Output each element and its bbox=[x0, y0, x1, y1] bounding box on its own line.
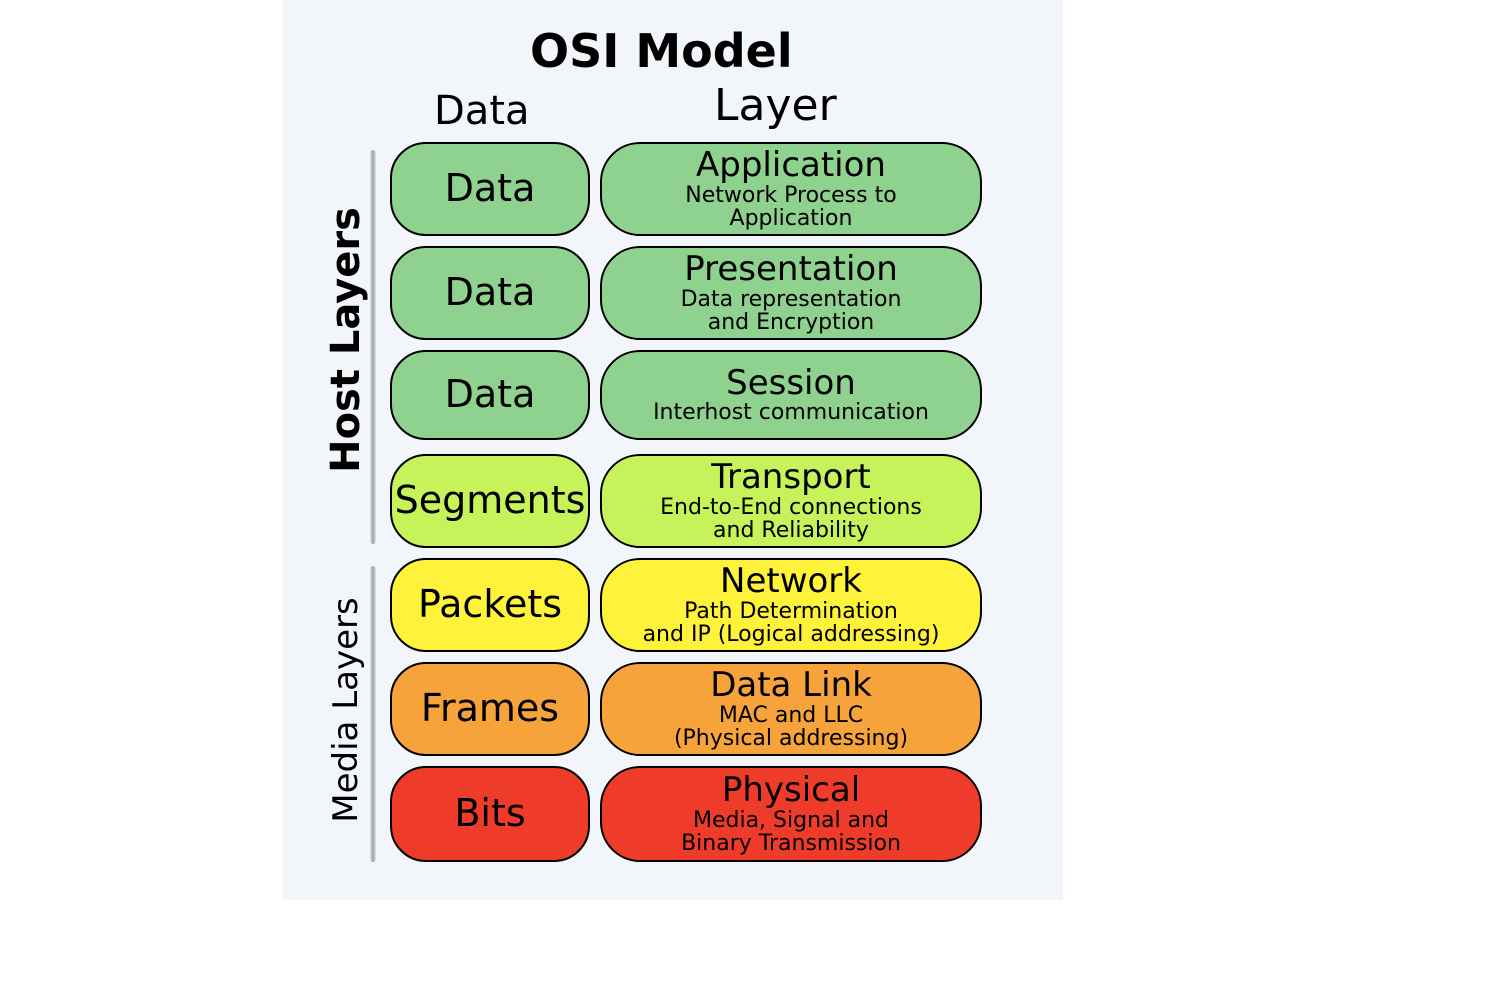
data-pill-data-link: Frames bbox=[390, 662, 590, 756]
layer-pill-transport: TransportEnd-to-End connections and Reli… bbox=[600, 454, 982, 548]
data-pill-application: Data bbox=[390, 142, 590, 236]
data-pill-label: Frames bbox=[421, 689, 559, 729]
background-panel bbox=[283, 0, 1063, 900]
data-pill-label: Packets bbox=[418, 585, 562, 625]
data-pill-label: Segments bbox=[395, 481, 586, 521]
layer-desc: Media, Signal and Binary Transmission bbox=[681, 809, 901, 855]
layer-pill-application: ApplicationNetwork Process to Applicatio… bbox=[600, 142, 982, 236]
data-pill-physical: Bits bbox=[390, 766, 590, 862]
layer-pill-session: SessionInterhost communication bbox=[600, 350, 982, 440]
layer-desc: Network Process to Application bbox=[685, 184, 896, 230]
data-pill-transport: Segments bbox=[390, 454, 590, 548]
data-pill-label: Data bbox=[445, 375, 536, 415]
data-pill-network: Packets bbox=[390, 558, 590, 652]
layer-desc: MAC and LLC (Physical addressing) bbox=[674, 704, 908, 750]
layer-desc: Path Determination and IP (Logical addre… bbox=[643, 600, 940, 646]
data-pill-label: Bits bbox=[454, 794, 525, 834]
layer-desc: End-to-End connections and Reliability bbox=[660, 496, 922, 542]
layer-name: Presentation bbox=[684, 252, 898, 288]
layer-name: Network bbox=[720, 564, 862, 600]
layer-pill-presentation: PresentationData representation and Encr… bbox=[600, 246, 982, 340]
media-layers-label: Media Layers bbox=[326, 597, 366, 822]
layer-name: Transport bbox=[711, 460, 871, 496]
layer-pill-data-link: Data LinkMAC and LLC (Physical addressin… bbox=[600, 662, 982, 756]
layer-pill-network: NetworkPath Determination and IP (Logica… bbox=[600, 558, 982, 652]
data-pill-session: Data bbox=[390, 350, 590, 440]
layer-name: Data Link bbox=[710, 668, 872, 704]
column-header-layer: Layer bbox=[714, 80, 837, 131]
layer-pill-physical: PhysicalMedia, Signal and Binary Transmi… bbox=[600, 766, 982, 862]
osi-diagram: OSI Model Data Layer Host Layers Media L… bbox=[0, 0, 1500, 1000]
host-layers-bar bbox=[370, 150, 376, 544]
layer-desc: Interhost communication bbox=[653, 401, 929, 424]
diagram-title: OSI Model bbox=[530, 24, 793, 78]
layer-desc: Data representation and Encryption bbox=[681, 288, 902, 334]
layer-name: Physical bbox=[722, 773, 860, 809]
media-layers-bar bbox=[370, 566, 376, 862]
column-header-data: Data bbox=[434, 88, 530, 134]
layer-name: Application bbox=[696, 148, 886, 184]
data-pill-label: Data bbox=[445, 169, 536, 209]
layer-name: Session bbox=[726, 366, 856, 402]
data-pill-presentation: Data bbox=[390, 246, 590, 340]
host-layers-label: Host Layers bbox=[323, 207, 369, 473]
data-pill-label: Data bbox=[445, 273, 536, 313]
